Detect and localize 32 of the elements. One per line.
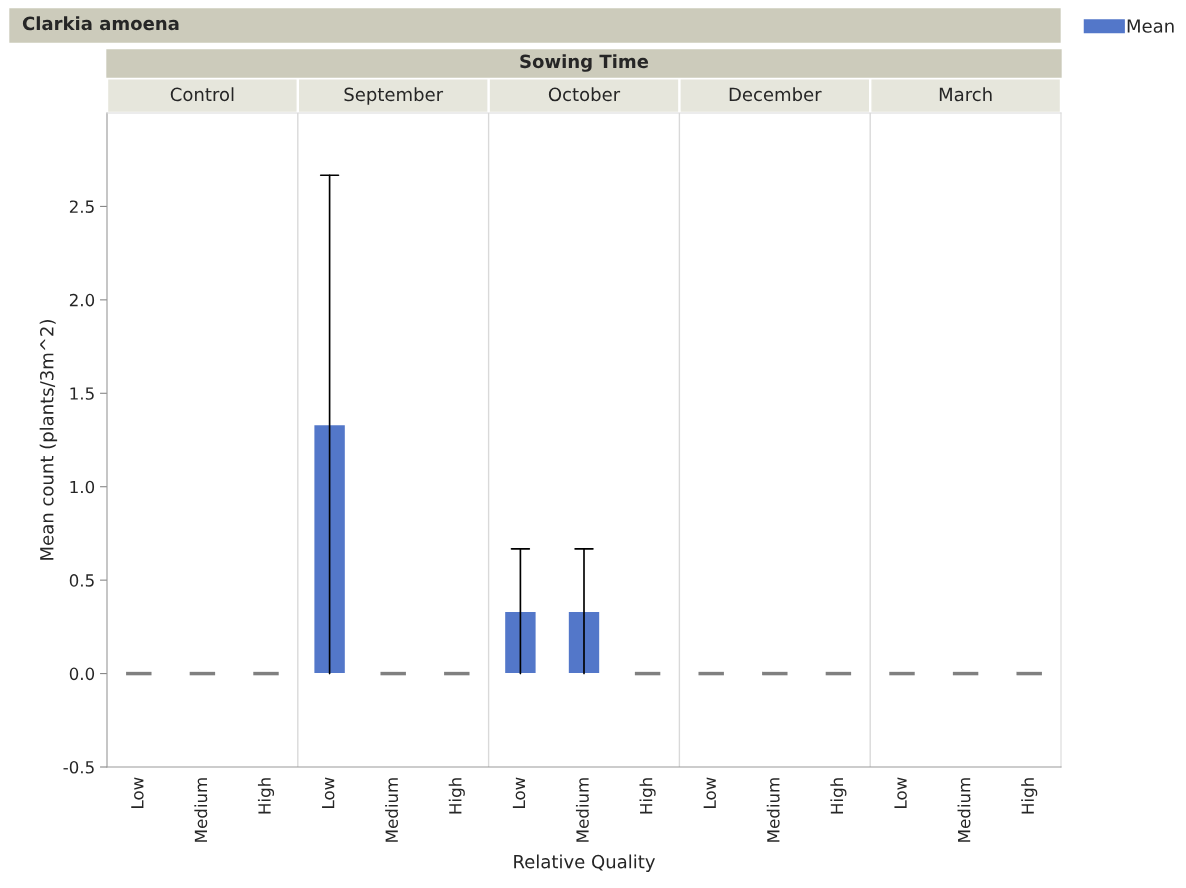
x-tick-label: Low — [894, 777, 907, 808]
text: October — [548, 87, 621, 102]
chart-title: Clarkia amoena — [22, 16, 179, 31]
x-tick-label: Medium — [766, 778, 780, 842]
x-tick-label: Low — [703, 777, 717, 808]
x-tick-label: High — [639, 778, 656, 814]
y-tick-label: 2.5 — [69, 200, 94, 213]
x-tick-label: Low — [131, 777, 144, 808]
y-axis-title: Mean count (plants/3m^2) — [39, 320, 58, 560]
x-tick-label: High — [257, 778, 275, 814]
x-tick-label: Medium — [385, 778, 399, 842]
x-tick-label: High — [830, 778, 847, 814]
text: September — [344, 87, 444, 105]
x-tick-label: Low — [512, 777, 526, 808]
y-tick-label: 1.0 — [70, 480, 95, 494]
text: March — [939, 87, 992, 102]
x-tick-label: Medium — [194, 778, 208, 842]
x-tick-label: Medium — [957, 778, 971, 842]
y-tick-label: 1.5 — [70, 387, 94, 400]
legend-label: Mean — [1127, 19, 1174, 33]
y-tick-label: 0.0 — [69, 667, 95, 681]
text: December — [729, 87, 822, 102]
text: Control — [170, 87, 234, 102]
x-tick-label: Medium — [575, 778, 589, 842]
chart-subtitle: Sowing Time — [520, 54, 649, 72]
x-axis-title: Relative Quality — [514, 854, 655, 872]
y-tick-label: -0.5 — [63, 760, 94, 774]
y-tick-label: 2.0 — [69, 293, 95, 307]
x-tick-label: Low — [322, 777, 335, 808]
y-tick-label: 0.5 — [69, 574, 94, 587]
x-tick-label: High — [1021, 778, 1038, 814]
x-tick-label: High — [448, 778, 465, 814]
